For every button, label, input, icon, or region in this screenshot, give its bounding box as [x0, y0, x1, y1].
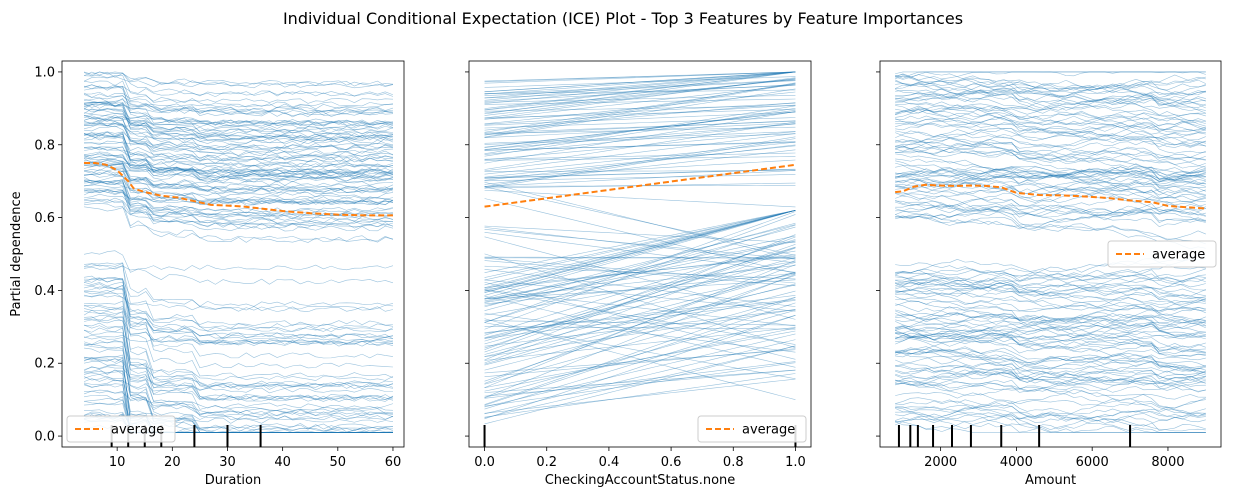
- x-tick-label: 40: [274, 455, 291, 470]
- axes-frame: [62, 61, 404, 447]
- legend: average: [698, 416, 806, 442]
- ice-line: [485, 78, 796, 118]
- x-axis-label: CheckingAccountStatus.none: [545, 473, 736, 488]
- legend: average: [67, 416, 175, 442]
- y-tick-label: 0.0: [34, 430, 55, 445]
- x-tick-label: 1.0: [785, 455, 806, 470]
- y-tick-label: 0.4: [34, 284, 55, 299]
- ice-line: [895, 193, 1206, 239]
- ice-line: [485, 190, 796, 207]
- y-tick-label: 0.8: [34, 138, 55, 153]
- ice-lines: [485, 72, 796, 424]
- ice-line: [485, 99, 796, 104]
- ice-line: [485, 214, 796, 329]
- y-tick-label: 1.0: [34, 65, 55, 80]
- x-tick-label: 0.2: [536, 455, 557, 470]
- panel-2: 0.0 0.2 0.4 0.6 0.8 1.0 CheckingAccountStatus.…: [465, 61, 811, 488]
- panels-group: 10 20 30 40 50 60 0.0 0.2 0.4 0.6 0.8 1.0 Duration Pa…: [9, 61, 1221, 488]
- legend: average: [1108, 241, 1216, 267]
- ice-line: [84, 251, 393, 285]
- ice-lines: [84, 72, 393, 433]
- ice-line: [485, 72, 796, 98]
- ice-line: [895, 138, 1206, 168]
- ice-line: [84, 290, 393, 325]
- ice-line: [84, 141, 393, 150]
- ice-line: [895, 146, 1206, 185]
- ice-line: [485, 346, 796, 424]
- y-tick-label: 0.6: [34, 211, 55, 226]
- panel-3: 2000 4000 6000 8000 Amount average: [876, 61, 1221, 488]
- ice-line: [84, 75, 393, 107]
- x-tick-label: 0.8: [723, 455, 744, 470]
- x-axis-label: Duration: [205, 473, 261, 488]
- ice-line: [84, 265, 393, 270]
- x-tick-label: 8000: [1151, 455, 1184, 470]
- ice-line: [485, 346, 796, 418]
- legend-label: average: [1152, 248, 1205, 263]
- ice-line: [84, 276, 393, 306]
- x-tick-label: 20: [164, 455, 181, 470]
- ice-line: [84, 305, 393, 338]
- ice-line: [485, 79, 796, 116]
- x-tick-label: 2000: [924, 455, 957, 470]
- x-tick-label: 4000: [1000, 455, 1033, 470]
- ice-line: [895, 72, 1206, 80]
- ice-line: [895, 106, 1206, 153]
- y-axis-label: Partial dependence: [9, 191, 24, 316]
- x-tick-label: 30: [219, 455, 236, 470]
- ice-line: [485, 232, 796, 272]
- x-tick-label: 50: [330, 455, 347, 470]
- ice-line: [485, 226, 796, 243]
- ice-line: [485, 370, 796, 396]
- ice-line: [485, 370, 796, 393]
- ice-line: [485, 315, 796, 409]
- ice-line: [485, 132, 796, 144]
- x-axis-label: Amount: [1025, 473, 1076, 488]
- ice-line: [485, 112, 796, 147]
- ice-line: [485, 331, 796, 388]
- ice-line: [895, 133, 1206, 156]
- x-tick-label: 0.4: [599, 455, 620, 470]
- ice-line: [485, 137, 796, 187]
- x-tick-label: 6000: [1076, 455, 1109, 470]
- x-tick-label: 10: [109, 455, 126, 470]
- figure-title: Individual Conditional Expectation (ICE)…: [283, 9, 963, 28]
- x-tick-label: 60: [385, 455, 402, 470]
- ice-line: [485, 235, 796, 360]
- y-tick-label: 0.2: [34, 357, 55, 372]
- panel-1: 10 20 30 40 50 60 0.0 0.2 0.4 0.6 0.8 1.0 Duration Pa…: [9, 61, 404, 488]
- x-tick-label: 0.6: [661, 455, 682, 470]
- legend-label: average: [111, 423, 164, 438]
- x-tick-label: 0.0: [474, 455, 495, 470]
- legend-label: average: [742, 423, 795, 438]
